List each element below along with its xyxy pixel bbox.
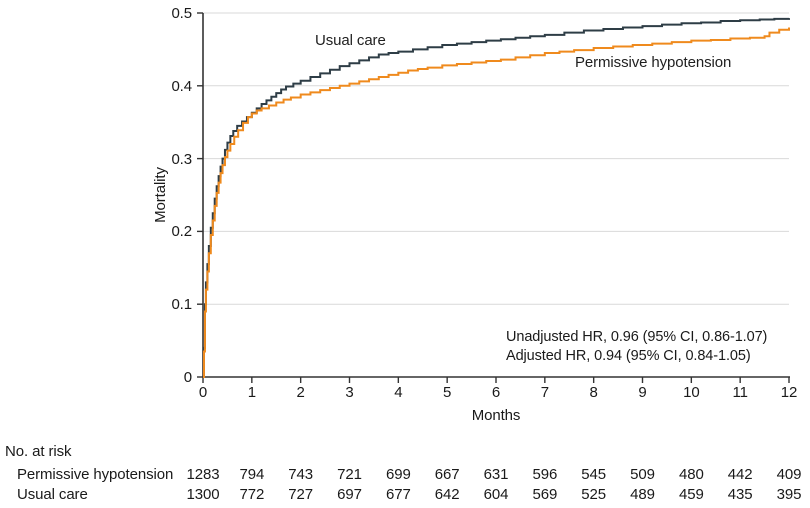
risk-count: 631 [483,466,509,483]
risk-count: 395 [776,486,802,503]
x-tick-label: 8 [589,384,598,401]
x-tick-label: 3 [345,384,354,401]
risk-count: 772 [239,486,265,503]
usual-care-curve-label: Usual care [315,32,386,49]
risk-count: 743 [288,466,314,483]
risk-count: 525 [581,486,607,503]
y-tick-label: 0.3 [171,150,192,168]
permissive-hypotension-curve [202,27,790,378]
risk-count: 794 [239,466,265,483]
y-tick-label: 0.5 [171,5,192,22]
risk-count: 596 [532,466,558,483]
risk-count: 459 [678,486,704,503]
x-tick-label: 6 [491,384,501,401]
risk-count: 1300 [186,486,220,503]
unadjusted-hr-text: Unadjusted HR, 0.96 (95% CI, 0.86-1.07) [506,329,768,345]
risk-row-label-permissive: Permissive hypotension [17,466,174,483]
usual-care-curve [202,17,790,378]
risk-count: 727 [288,486,314,503]
hazard-ratio-annotation: Unadjusted HR, 0.96 (95% CI, 0.86-1.07) … [506,328,767,366]
x-tick-label: 10 [683,384,700,401]
y-tick-label: 0 [183,369,192,386]
x-axis-title: Months [471,407,521,424]
x-tick-label: 1 [247,384,256,401]
risk-count: 699 [385,466,411,483]
x-tick-label: 7 [540,384,549,401]
risk-count: 489 [630,486,655,503]
x-tick-label: 9 [638,384,647,401]
risk-count: 569 [532,486,558,503]
risk-count: 1283 [186,466,220,483]
risk-count: 697 [337,486,362,503]
risk-count: 442 [727,466,753,483]
risk-table-title: No. at risk [5,443,72,460]
risk-count: 509 [630,466,655,483]
y-tick-label: 0.2 [171,223,192,241]
x-tick-label: 4 [394,384,403,401]
risk-count: 642 [434,486,460,503]
risk-count: 545 [581,466,607,483]
risk-count: 604 [483,486,509,503]
risk-count: 435 [727,486,753,503]
risk-count: 677 [385,486,411,503]
x-tick-label: 2 [296,384,305,401]
y-tick-label: 0.4 [171,77,192,95]
permissive-hypotension-curve-label: Permissive hypotension [575,54,732,71]
risk-count: 409 [776,466,802,483]
risk-count: 667 [434,466,460,483]
x-tick-label: 0 [198,384,208,401]
x-tick-label: 5 [443,384,452,401]
y-tick-label: 0.1 [171,296,192,314]
risk-count: 721 [337,466,362,483]
adjusted-hr-text: Adjusted HR, 0.94 (95% CI, 0.84-1.05) [506,348,751,364]
x-tick-label: 11 [732,384,748,401]
risk-count: 480 [678,466,704,483]
risk-row-label-usual: Usual care [17,486,88,503]
x-tick-label: 12 [780,384,798,401]
